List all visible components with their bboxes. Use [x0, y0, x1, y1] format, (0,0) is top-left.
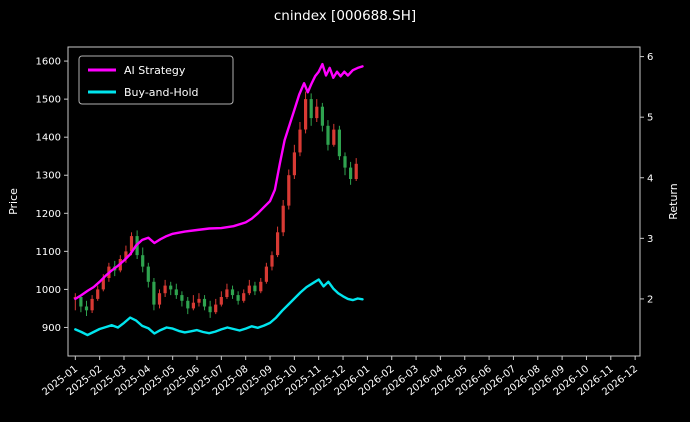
y-left-tick-label: 1600 — [36, 57, 61, 68]
candle-body — [287, 175, 291, 206]
candle-body — [186, 300, 190, 309]
y-right-tick-label: 2 — [647, 294, 653, 305]
plot-frame — [67, 46, 641, 357]
candle-body — [337, 129, 341, 157]
candle-body — [259, 281, 263, 292]
candle-body — [349, 167, 353, 179]
candle-body — [242, 293, 246, 301]
series-line-ai-strategy — [74, 62, 364, 301]
y-left-tick-label: 1500 — [36, 95, 61, 106]
candle-body — [247, 285, 251, 294]
candle-body — [281, 205, 285, 233]
y-left-tick-label: 1000 — [36, 285, 61, 296]
candle-body — [141, 255, 145, 267]
candle-body — [90, 298, 94, 311]
candle-body — [163, 285, 167, 294]
y-left-tick-label: 1200 — [36, 209, 61, 220]
y-left-tick-label: 1400 — [36, 133, 61, 144]
y-left-tick-label: 1100 — [36, 247, 61, 258]
candle-body — [320, 106, 324, 126]
candle-body — [354, 163, 358, 179]
candle-body — [96, 289, 100, 299]
candle-body — [326, 125, 330, 145]
candle-body — [298, 129, 302, 153]
candle-body — [180, 295, 184, 301]
y-right-axis-label: Return — [667, 183, 680, 220]
candle-body — [101, 278, 105, 290]
chart-title: cnindex [000688.SH] — [273, 8, 417, 24]
candle-body — [230, 289, 235, 296]
legend-label: Buy-and-Hold — [124, 86, 199, 99]
candle-body — [152, 281, 156, 305]
candle-body — [270, 255, 274, 267]
candle-body — [343, 156, 347, 168]
candle-body — [253, 285, 257, 292]
y-right-tick-label: 5 — [647, 113, 653, 124]
candle-body — [315, 106, 319, 119]
candle-body — [191, 302, 195, 309]
candle-body — [332, 129, 336, 145]
candle-body — [146, 266, 150, 282]
candle-body — [309, 99, 313, 119]
candle-body — [219, 297, 223, 305]
candle-body — [214, 304, 218, 313]
y-right-tick-label: 4 — [647, 173, 653, 184]
candle-body — [202, 298, 207, 307]
candle-body — [79, 297, 83, 307]
candle-body — [304, 99, 308, 130]
y-right-tick-label: 6 — [647, 52, 653, 63]
legend-box — [78, 55, 234, 105]
candle-body — [276, 232, 280, 256]
legend-label: AI Strategy — [124, 64, 186, 77]
candle-body — [292, 152, 296, 176]
y-right-tick-label: 3 — [647, 234, 653, 245]
candle-body — [169, 285, 173, 290]
candle-body — [236, 295, 240, 301]
candle-body — [264, 266, 268, 282]
y-left-tick-label: 1300 — [36, 171, 61, 182]
y-left-tick-label: 900 — [42, 323, 61, 334]
candle-body — [208, 306, 212, 313]
y-left-axis-label: Price — [7, 188, 20, 215]
candle-body — [197, 298, 201, 303]
candle-body — [124, 251, 128, 259]
candle-body — [157, 293, 162, 305]
candle-body — [174, 289, 178, 296]
candle-body — [225, 289, 229, 297]
candle-body — [129, 236, 134, 252]
series-line-buy-and-hold — [74, 278, 364, 337]
candle-body — [84, 306, 89, 311]
